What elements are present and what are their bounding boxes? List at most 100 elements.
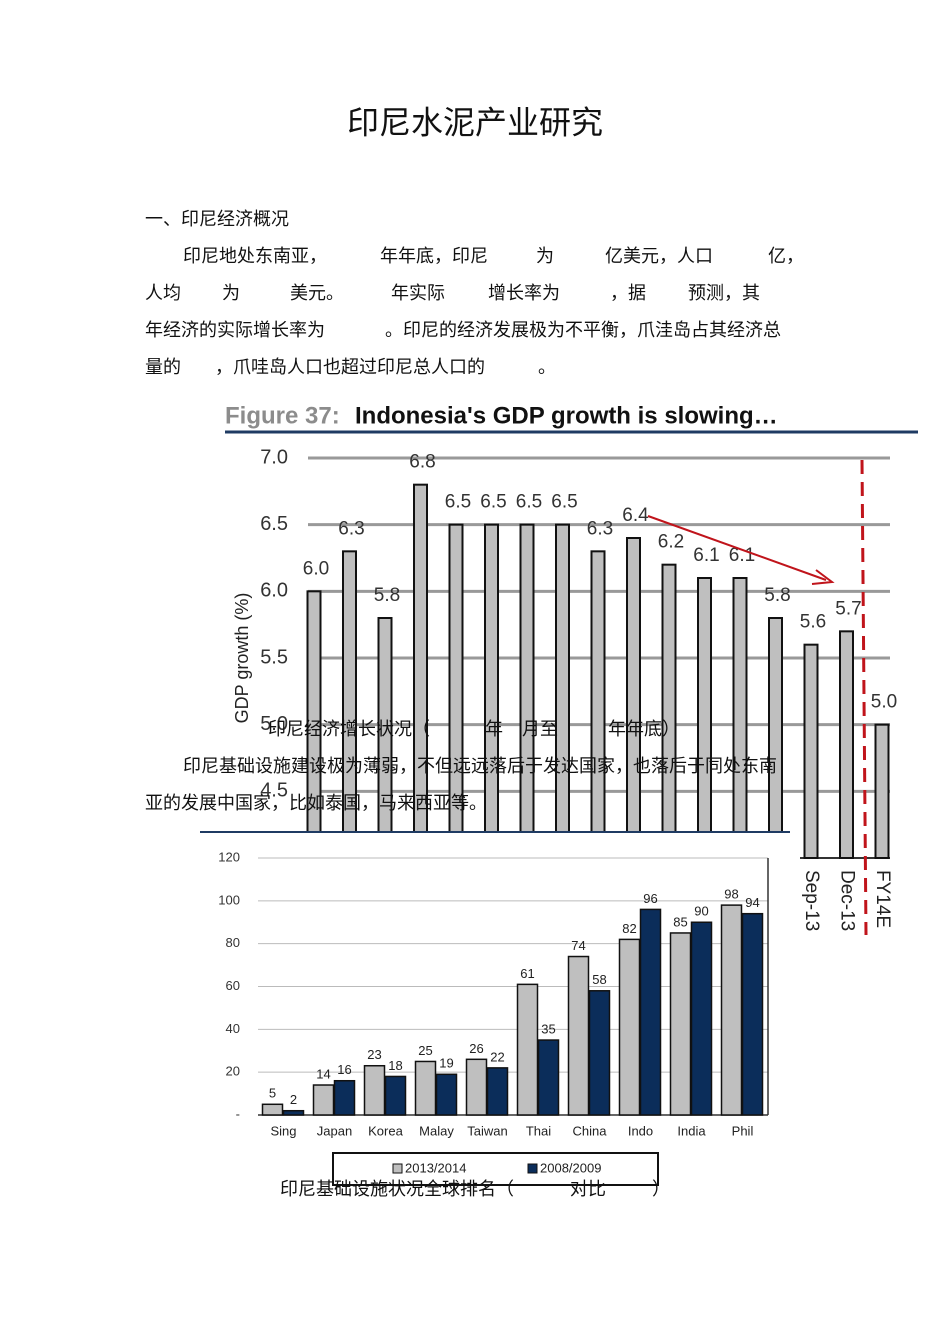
bar xyxy=(465,1058,488,1116)
text-fragment: 印尼经济增长状况（ xyxy=(268,719,430,740)
bar xyxy=(626,537,641,859)
value-label: 5.8 xyxy=(374,585,400,606)
value-label: 5.7 xyxy=(835,598,861,619)
value-label: 5.0 xyxy=(871,692,897,713)
value-label: 22 xyxy=(490,1049,504,1064)
annotations xyxy=(647,459,868,936)
value-label: 2 xyxy=(290,1092,297,1107)
bar xyxy=(768,617,783,859)
x-tick-label: Indo xyxy=(628,1123,653,1138)
infrastructure-chart: - 20 40 60 80 100 120 Sing 5 2 Japan 14 16 Korea 23 18 M… xyxy=(200,831,790,1212)
bar xyxy=(618,938,641,1116)
bar xyxy=(486,1067,509,1116)
bar xyxy=(333,1079,356,1116)
text-fragment: 印尼基础设施状况全球排名（ xyxy=(280,1179,514,1200)
text-fragment: ，爪哇岛人口也超过印尼总人口的 xyxy=(215,357,485,378)
value-label: 6.5 xyxy=(445,492,471,513)
y-tick-label: - xyxy=(236,1106,240,1121)
value-label: 26 xyxy=(469,1041,483,1056)
chart-title: Indonesia's GDP growth is slowing… xyxy=(355,402,778,429)
value-label: 18 xyxy=(388,1058,402,1073)
x-tick-label: Korea xyxy=(368,1123,403,1138)
text-fragment: 为 xyxy=(536,246,554,267)
text-fragment: 年年底） xyxy=(608,719,680,740)
bar xyxy=(669,932,692,1116)
bar xyxy=(720,904,743,1116)
y-tick-label: 20 xyxy=(226,1064,240,1079)
y-tick-label: 80 xyxy=(226,935,240,950)
text-fragment: 印尼基础设施建设极为薄弱，不但远远落后于发达国家，也落后于同处东南 xyxy=(183,756,777,777)
bar xyxy=(697,577,712,859)
section-heading: 一、印尼经济概况 xyxy=(145,209,289,230)
text-fragment: 为 xyxy=(222,283,240,304)
text-fragment: 年实际 xyxy=(391,283,445,304)
value-label: 5.6 xyxy=(800,612,826,633)
value-label: 6.3 xyxy=(587,518,613,539)
text-fragment: ） xyxy=(652,1179,670,1200)
text-fragment: 印尼地处东南亚， xyxy=(183,246,327,267)
forecast-divider xyxy=(860,459,868,936)
x-tick-label: China xyxy=(573,1123,608,1138)
bar xyxy=(567,955,590,1116)
text-fragment: 亿， xyxy=(768,246,804,267)
bar xyxy=(384,1075,407,1116)
legend-swatch xyxy=(527,1163,538,1174)
value-label: 16 xyxy=(337,1062,351,1077)
doc-title: 印尼水泥产业研究 xyxy=(347,104,603,142)
y-tick-label: 120 xyxy=(218,849,240,864)
x-tick-label: FY14E xyxy=(872,870,893,928)
bar xyxy=(282,1109,305,1116)
value-label: 23 xyxy=(367,1047,381,1062)
value-label: 5.8 xyxy=(764,585,790,606)
y-tick-label: 5.0 xyxy=(260,713,288,735)
text-fragment: 量的 xyxy=(145,357,181,378)
value-label: 82 xyxy=(622,921,636,936)
value-label: 6.3 xyxy=(338,518,364,539)
value-label: 25 xyxy=(418,1043,432,1058)
text-fragment: 月至 xyxy=(522,719,558,740)
trend-arrow xyxy=(647,515,827,581)
text-fragment: 人均 xyxy=(145,283,181,304)
value-label: 6.0 xyxy=(303,558,329,579)
text-fragment: ，据 xyxy=(610,283,646,304)
bar xyxy=(555,523,570,860)
bar xyxy=(312,1084,335,1116)
y-tick-label: 40 xyxy=(226,1021,240,1036)
value-label: 6.5 xyxy=(480,492,506,513)
x-tick-label: Phil xyxy=(732,1123,754,1138)
bar xyxy=(363,1064,386,1116)
body-text: 印尼地处东南亚， 年年底，印尼为亿美元，人口 亿，人均为美元。 年实际 增长率为 ，据 预测… xyxy=(145,246,804,814)
figure-label: Figure 37: xyxy=(225,402,340,429)
x-tick-label: Dec-13 xyxy=(836,870,857,931)
trend-arrowhead xyxy=(811,569,835,585)
value-label: 94 xyxy=(745,895,759,910)
text-fragment: 预测，其 xyxy=(688,283,760,304)
y-tick-label: 4.5 xyxy=(260,780,288,802)
value-label: 5 xyxy=(269,1086,276,1101)
value-label: 6.8 xyxy=(409,452,435,473)
text-fragment: 亿美元，人口 xyxy=(605,246,713,267)
value-label: 6.4 xyxy=(622,505,649,526)
text-fragment: 增长率为 xyxy=(488,283,560,304)
gdp-chart: Figure 37: Indonesia's GDP growth is slo… xyxy=(225,402,918,931)
bar xyxy=(519,523,535,860)
text-fragment: 年 xyxy=(485,719,503,740)
value-label: 6.1 xyxy=(693,545,719,566)
value-label: 35 xyxy=(541,1021,555,1036)
legend-box xyxy=(332,1152,659,1186)
bar xyxy=(639,908,662,1116)
y-tick-label: 60 xyxy=(226,978,240,993)
y-tick-label: 6.5 xyxy=(260,513,288,535)
x-tick-label: Malay xyxy=(419,1123,454,1138)
y-tick-label: 5.5 xyxy=(260,646,288,668)
bar xyxy=(414,1060,437,1116)
bar xyxy=(590,550,606,859)
value-label: 74 xyxy=(571,938,585,953)
legend-swatch xyxy=(392,1163,403,1174)
bar xyxy=(732,577,748,859)
x-tick-label: Thai xyxy=(526,1123,551,1138)
x-tick-label: Japan xyxy=(317,1123,352,1138)
value-label: 14 xyxy=(316,1066,330,1081)
bar xyxy=(839,630,854,859)
